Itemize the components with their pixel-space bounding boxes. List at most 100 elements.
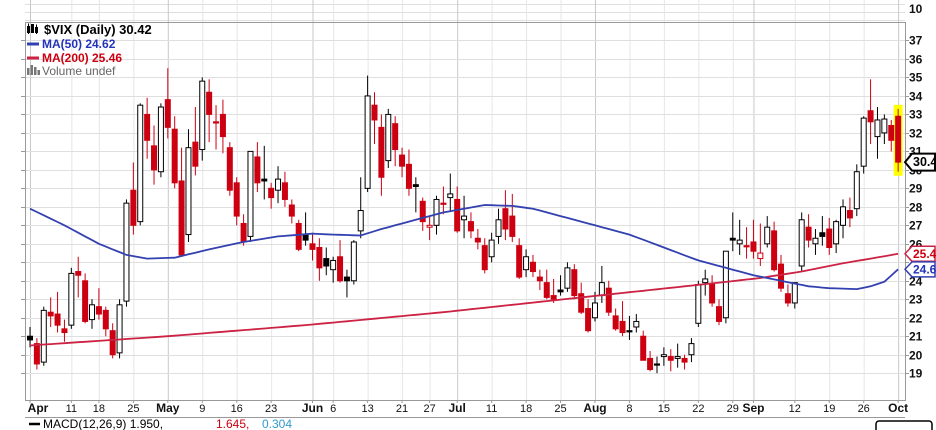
- candle-body: [302, 234, 309, 241]
- y-axis-label: 19: [909, 367, 923, 381]
- x-axis-label: 16: [231, 403, 243, 415]
- legend-symbol-title: $VIX (Daily) 30.42: [44, 22, 152, 37]
- candle-body: [716, 306, 722, 322]
- candle-body: [757, 252, 764, 260]
- candle-body: [254, 156, 261, 184]
- candle-body: [288, 204, 295, 217]
- x-axis-label: 12: [789, 403, 801, 415]
- price-tag-box: [903, 152, 936, 172]
- candle-body: [550, 295, 557, 300]
- candle-body: [833, 221, 840, 245]
- y-axis-label: 34: [909, 90, 923, 104]
- candle-body: [819, 232, 826, 237]
- candle-body: [82, 280, 89, 322]
- legend-ma200-label: MA(200) 25.46: [42, 51, 122, 65]
- x-axis-label: 29: [727, 403, 739, 415]
- candle-body: [502, 208, 509, 230]
- candle-body: [640, 335, 647, 361]
- candle-body: [750, 241, 757, 252]
- candle-body: [571, 269, 578, 297]
- candle-body: [233, 182, 240, 217]
- candle-body: [557, 289, 564, 293]
- candle-body: [240, 222, 247, 243]
- candle-body: [323, 258, 330, 267]
- candle-body: [523, 256, 530, 271]
- chart-icon: [27, 23, 38, 34]
- candle-body: [68, 272, 75, 326]
- candle-body: [722, 250, 729, 319]
- ma50-line: [29, 204, 899, 291]
- y-axis-label: 28: [909, 201, 923, 215]
- candle-body: [681, 357, 688, 363]
- candle-body: [75, 271, 82, 276]
- candle-body: [784, 293, 791, 304]
- candle-body: [481, 245, 488, 271]
- candle-body: [178, 180, 185, 256]
- x-axis-label: 22: [692, 403, 704, 415]
- candle-body: [881, 118, 888, 134]
- candle-body: [612, 315, 619, 330]
- candle-body: [771, 230, 778, 271]
- chart-legend: $VIX (Daily) 30.42 MA(50) 24.62 MA(200) …: [27, 22, 152, 78]
- candle-body: [653, 363, 660, 366]
- candle-body: [791, 282, 798, 304]
- candle-body: [695, 283, 702, 324]
- candle-body: [647, 357, 654, 371]
- macd-price-tag-partial: [875, 420, 933, 430]
- x-axis-label: Sep: [742, 401, 764, 415]
- macd-value-red: 1.645,: [216, 417, 249, 430]
- price-tag-box: [903, 261, 936, 278]
- candle-body: [895, 115, 902, 163]
- candle-body: [516, 245, 523, 278]
- y-axis-label: 35: [909, 71, 923, 85]
- candle-body: [219, 113, 226, 138]
- candle-body: [743, 245, 750, 248]
- y-axis-label: 29: [909, 182, 923, 196]
- x-axis-label: 27: [423, 403, 435, 415]
- x-axis-label: Oct: [888, 401, 908, 415]
- candle-body: [660, 354, 667, 358]
- x-axis-label: 21: [396, 403, 408, 415]
- candle-body: [874, 119, 881, 138]
- candle-body: [247, 150, 254, 237]
- candle-body: [61, 328, 68, 334]
- candle-body: [419, 200, 426, 223]
- candle-body: [343, 276, 350, 282]
- candle-body: [144, 113, 151, 141]
- macd-label-black: MACD(12,26,9) 1.950,: [43, 417, 163, 430]
- x-axis-label: May: [156, 401, 180, 415]
- x-axis-label: 15: [658, 403, 670, 415]
- y-axis-label: 21: [909, 330, 923, 344]
- candle-body: [798, 219, 805, 267]
- candle-body: [454, 198, 461, 232]
- candle-body: [371, 104, 378, 121]
- x-axis-label: Jun: [302, 401, 323, 415]
- candle-body: [47, 311, 54, 317]
- candle-body: [95, 306, 102, 315]
- price-tag-box: [903, 245, 936, 263]
- candle-body: [213, 121, 220, 124]
- candle-body: [130, 189, 137, 226]
- candle-body: [488, 239, 495, 258]
- top-panel-axis-label: 10: [909, 2, 923, 16]
- candle-body: [853, 171, 860, 210]
- x-axis-label: 9: [199, 403, 205, 415]
- x-axis-label: 25: [554, 403, 566, 415]
- candle-body: [764, 226, 771, 245]
- y-axis-label: 36: [909, 53, 923, 67]
- x-axis-label: 26: [858, 403, 870, 415]
- candle-body: [123, 202, 130, 302]
- candle-body: [433, 198, 440, 226]
- candle-body: [867, 110, 874, 123]
- y-axis-label: 27: [909, 219, 923, 233]
- candle-body: [364, 95, 371, 189]
- volume-bars-icon: [27, 65, 40, 75]
- candle-body: [116, 304, 123, 354]
- candle-body: [474, 237, 481, 243]
- candle-body: [385, 113, 392, 162]
- legend-volume-label: Volume undef: [42, 64, 116, 78]
- candle-body: [399, 154, 406, 167]
- plot-border: [25, 22, 906, 401]
- candle-body: [585, 308, 592, 332]
